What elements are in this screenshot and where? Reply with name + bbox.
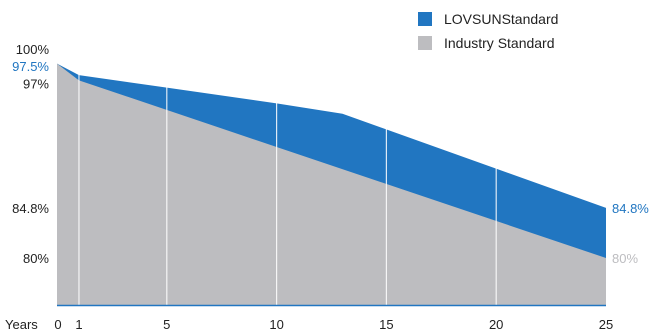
- x-axis: Years 0 1 5 10 15 20 25: [5, 317, 613, 332]
- x-tick-label: 1: [75, 317, 82, 332]
- end-labels: 97.5% 84.8% 80%: [12, 59, 649, 266]
- x-tick-label: 10: [269, 317, 283, 332]
- grid-lines: [78, 58, 497, 305]
- series-end-label: 80%: [612, 251, 638, 266]
- legend-swatch-industry-standard: [418, 36, 432, 50]
- y-tick-label: 84.8%: [12, 201, 49, 216]
- legend-label-industry-standard: Industry Standard: [444, 35, 555, 51]
- chart-areas: [57, 63, 606, 305]
- series-start-label: 97.5%: [12, 59, 49, 74]
- x-tick-label: 20: [489, 317, 503, 332]
- x-tick-label: 5: [163, 317, 170, 332]
- legend-swatch-lovsunstandard: [418, 12, 432, 26]
- x-tick-label: 25: [599, 317, 613, 332]
- x-tick-label: 0: [54, 317, 61, 332]
- legend: LOVSUNStandard Industry Standard: [418, 11, 558, 51]
- legend-label-lovsunstandard: LOVSUNStandard: [444, 11, 558, 27]
- x-axis-title: Years: [5, 317, 38, 332]
- area-industry-standard: [57, 63, 606, 305]
- series-end-label: 84.8%: [612, 201, 649, 216]
- y-tick-label: 80%: [23, 251, 49, 266]
- y-axis: 100% 97% 84.8% 80%: [12, 42, 49, 266]
- x-tick-label: 15: [379, 317, 393, 332]
- y-tick-label: 97%: [23, 76, 49, 91]
- y-tick-label: 100%: [16, 42, 50, 57]
